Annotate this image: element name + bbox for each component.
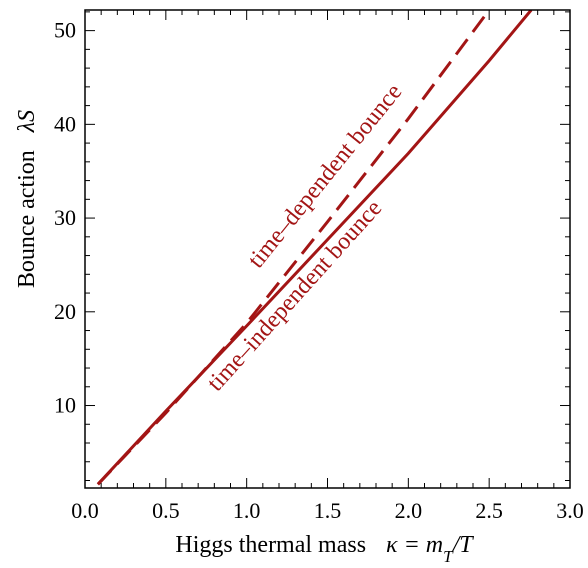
y-axis-title-math: λS bbox=[14, 110, 40, 133]
series-line-dependent bbox=[96, 10, 491, 486]
axes bbox=[84, 9, 571, 489]
x-axis-math-subscript: T bbox=[443, 547, 454, 566]
plot-area bbox=[96, 10, 533, 486]
tick-labels: 0.0 0.5 1.0 1.5 2.0 2.5 3.0 10 20 30 40 50 bbox=[54, 18, 584, 523]
x-tick-label: 0.5 bbox=[152, 498, 180, 523]
y-tick-label: 10 bbox=[54, 393, 76, 418]
x-axis-math-rest: /T bbox=[451, 532, 475, 558]
y-tick-label: 30 bbox=[54, 205, 76, 230]
y-tick-label: 50 bbox=[54, 18, 76, 43]
x-tick-label: 3.0 bbox=[556, 498, 584, 523]
x-tick-label: 0.0 bbox=[71, 498, 99, 523]
y-axis-title-group: Bounce action λS bbox=[14, 110, 40, 288]
series-line-independent bbox=[96, 10, 533, 486]
y-tick-label: 20 bbox=[54, 299, 76, 324]
y-axis-title: Bounce action λS bbox=[14, 110, 40, 288]
x-tick-label: 2.0 bbox=[395, 498, 423, 523]
y-axis-title-text: Bounce action bbox=[14, 150, 40, 288]
x-tick-label: 1.0 bbox=[233, 498, 261, 523]
y-tick-label: 40 bbox=[54, 111, 76, 136]
x-axis-title-text: Higgs thermal mass bbox=[175, 532, 366, 558]
x-tick-label: 2.5 bbox=[475, 498, 503, 523]
x-tick-label: 1.5 bbox=[314, 498, 342, 523]
